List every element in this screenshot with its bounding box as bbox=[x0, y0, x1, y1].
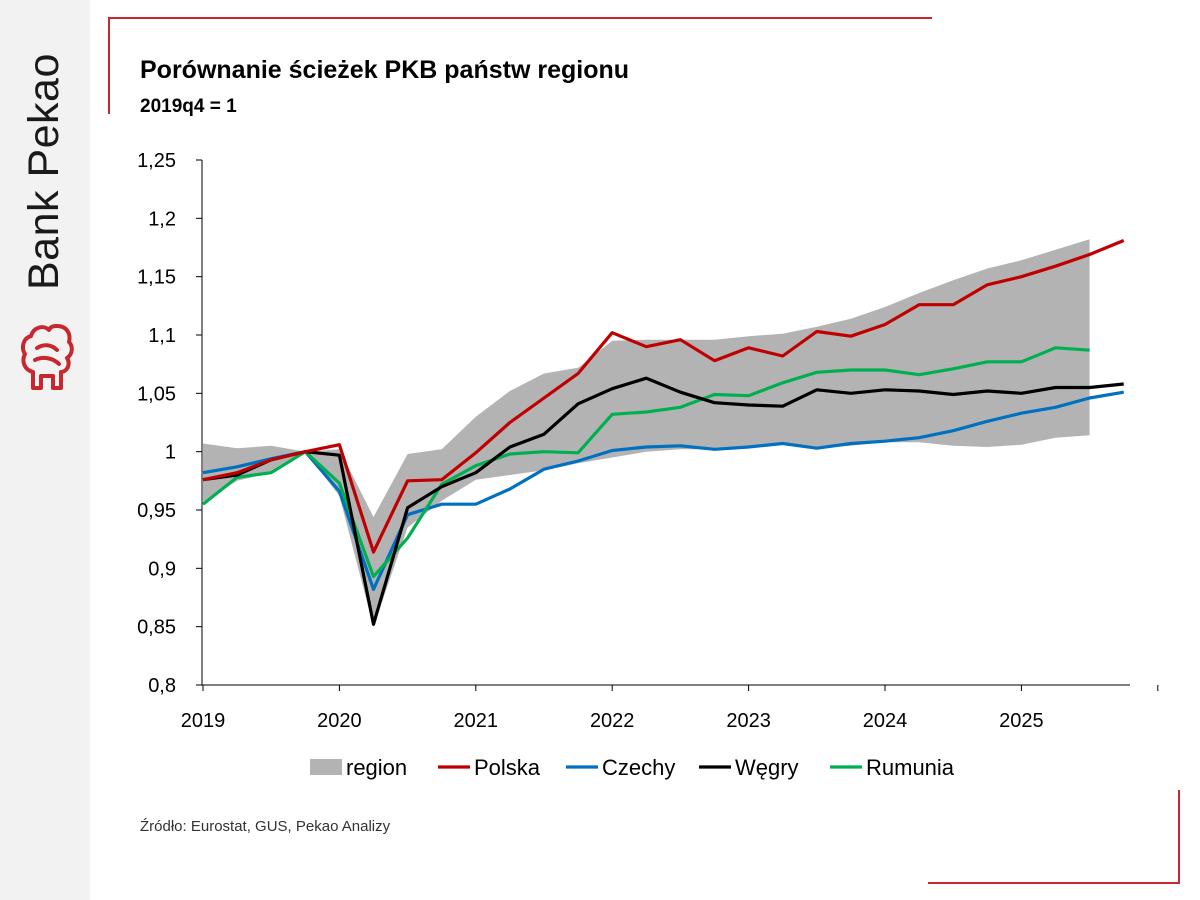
series-line-węgry bbox=[202, 376, 1124, 626]
x-tick-label: 2021 bbox=[454, 710, 499, 732]
legend-label: Czechy bbox=[602, 755, 675, 780]
y-tick-label: 1,2 bbox=[148, 208, 176, 230]
brand-sidebar: Bank Pekao bbox=[0, 0, 90, 900]
x-tick-label: 2020 bbox=[317, 710, 362, 732]
x-tick-label: 2024 bbox=[863, 710, 908, 732]
chart-title: Porównanie ścieżek PKB państw regionu bbox=[140, 56, 630, 84]
x-tick-label: 2022 bbox=[590, 710, 635, 732]
y-tick-label: 1,15 bbox=[137, 267, 176, 289]
y-tick-label: 1,1 bbox=[148, 325, 176, 347]
y-tick-label: 1 bbox=[165, 442, 176, 464]
y-tick-label: 0,9 bbox=[148, 558, 176, 580]
legend-swatch-region bbox=[310, 759, 342, 775]
y-tick-label: 0,85 bbox=[137, 617, 176, 639]
y-tick-label: 0,95 bbox=[137, 500, 176, 522]
source-note: Źródło: Eurostat, GUS, Pekao Analizy bbox=[140, 818, 391, 835]
x-tick-label: 2023 bbox=[726, 710, 771, 732]
y-tick-label: 1,25 bbox=[137, 150, 176, 172]
x-tick-label: 2025 bbox=[999, 710, 1044, 732]
pekao-bison-logo-icon bbox=[21, 324, 74, 390]
legend-label: Polska bbox=[474, 755, 541, 780]
legend-label: Węgry bbox=[735, 755, 799, 780]
series-line-polska bbox=[202, 239, 1125, 554]
region-band bbox=[203, 239, 1090, 627]
x-tick-label: 2019 bbox=[181, 710, 226, 732]
frame-line-left bbox=[108, 17, 110, 114]
chart-subtitle: 2019q4 = 1 bbox=[140, 96, 237, 117]
frame-line-right bbox=[1178, 790, 1180, 884]
y-tick-label: 1,05 bbox=[137, 383, 176, 405]
frame-line-bottom bbox=[928, 882, 1180, 884]
legend-label: region bbox=[346, 755, 407, 780]
y-tick-label: 0,8 bbox=[148, 675, 176, 697]
legend-label: Rumunia bbox=[866, 755, 955, 780]
frame-line-top bbox=[108, 17, 932, 19]
